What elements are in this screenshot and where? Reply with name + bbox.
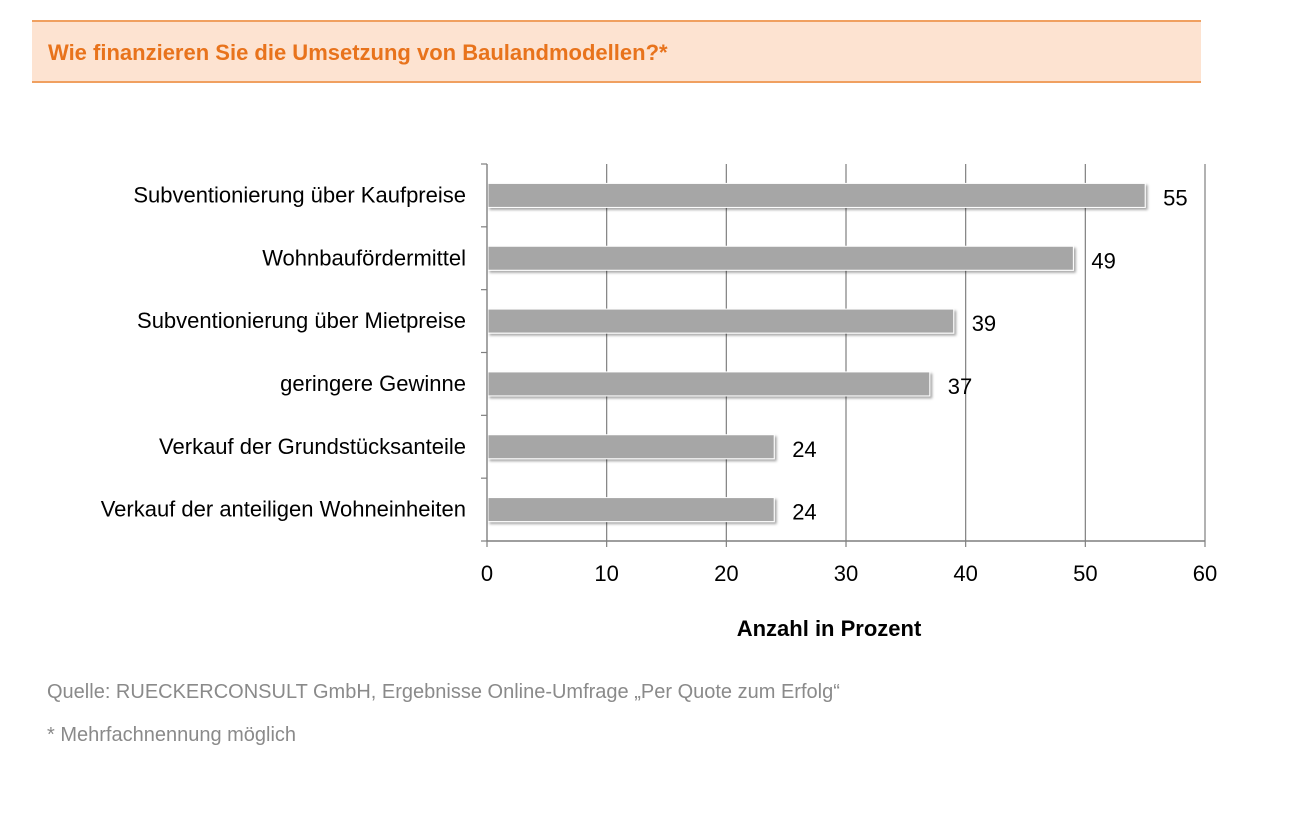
multiple-answers-note: * Mehrfachnennung möglich (47, 724, 297, 746)
axes (481, 163, 1206, 547)
data-label: 24 (792, 437, 816, 462)
chart-title: Wie finanzieren Sie die Umsetzung von Ba… (48, 40, 668, 65)
bar-6 (487, 497, 775, 523)
bar-5 (487, 434, 775, 460)
bar-4 (487, 371, 931, 397)
category-label: Verkauf der anteiligen Wohneinheiten (101, 497, 466, 522)
gridlines (606, 164, 1206, 541)
data-label: 39 (972, 311, 996, 336)
data-label: 49 (1091, 248, 1115, 273)
x-tick-label: 0 (481, 561, 493, 586)
bars (487, 182, 1146, 523)
category-label: Verkauf der Grundstücksanteile (159, 434, 466, 459)
labels: 0 10 20 30 40 50 60 Subventionierung über Kaufp… (101, 182, 1218, 641)
x-tick-label: 60 (1193, 561, 1217, 586)
x-tick-label: 10 (594, 561, 618, 586)
bar-3 (487, 308, 955, 334)
x-tick-label: 40 (953, 561, 977, 586)
x-tick-label: 30 (834, 561, 858, 586)
bar-1 (487, 182, 1146, 208)
category-label: geringere Gewinne (280, 371, 466, 396)
x-axis-title: Anzahl in Prozent (737, 616, 922, 641)
x-tick-label: 20 (714, 561, 738, 586)
x-tick-label: 50 (1073, 561, 1097, 586)
category-label: Subventionierung über Mietpreise (137, 308, 466, 333)
title-banner: Wie finanzieren Sie die Umsetzung von Ba… (32, 20, 1201, 83)
data-label: 24 (792, 500, 816, 525)
category-label: Subventionierung über Kaufpreise (133, 182, 466, 207)
data-label: 55 (1163, 185, 1187, 210)
data-label: 37 (948, 374, 972, 399)
category-label: Wohnbaufördermittel (262, 245, 466, 270)
source-note: Quelle: RUECKERCONSULT GmbH, Ergebnisse … (47, 681, 840, 703)
bar-2 (487, 245, 1074, 271)
